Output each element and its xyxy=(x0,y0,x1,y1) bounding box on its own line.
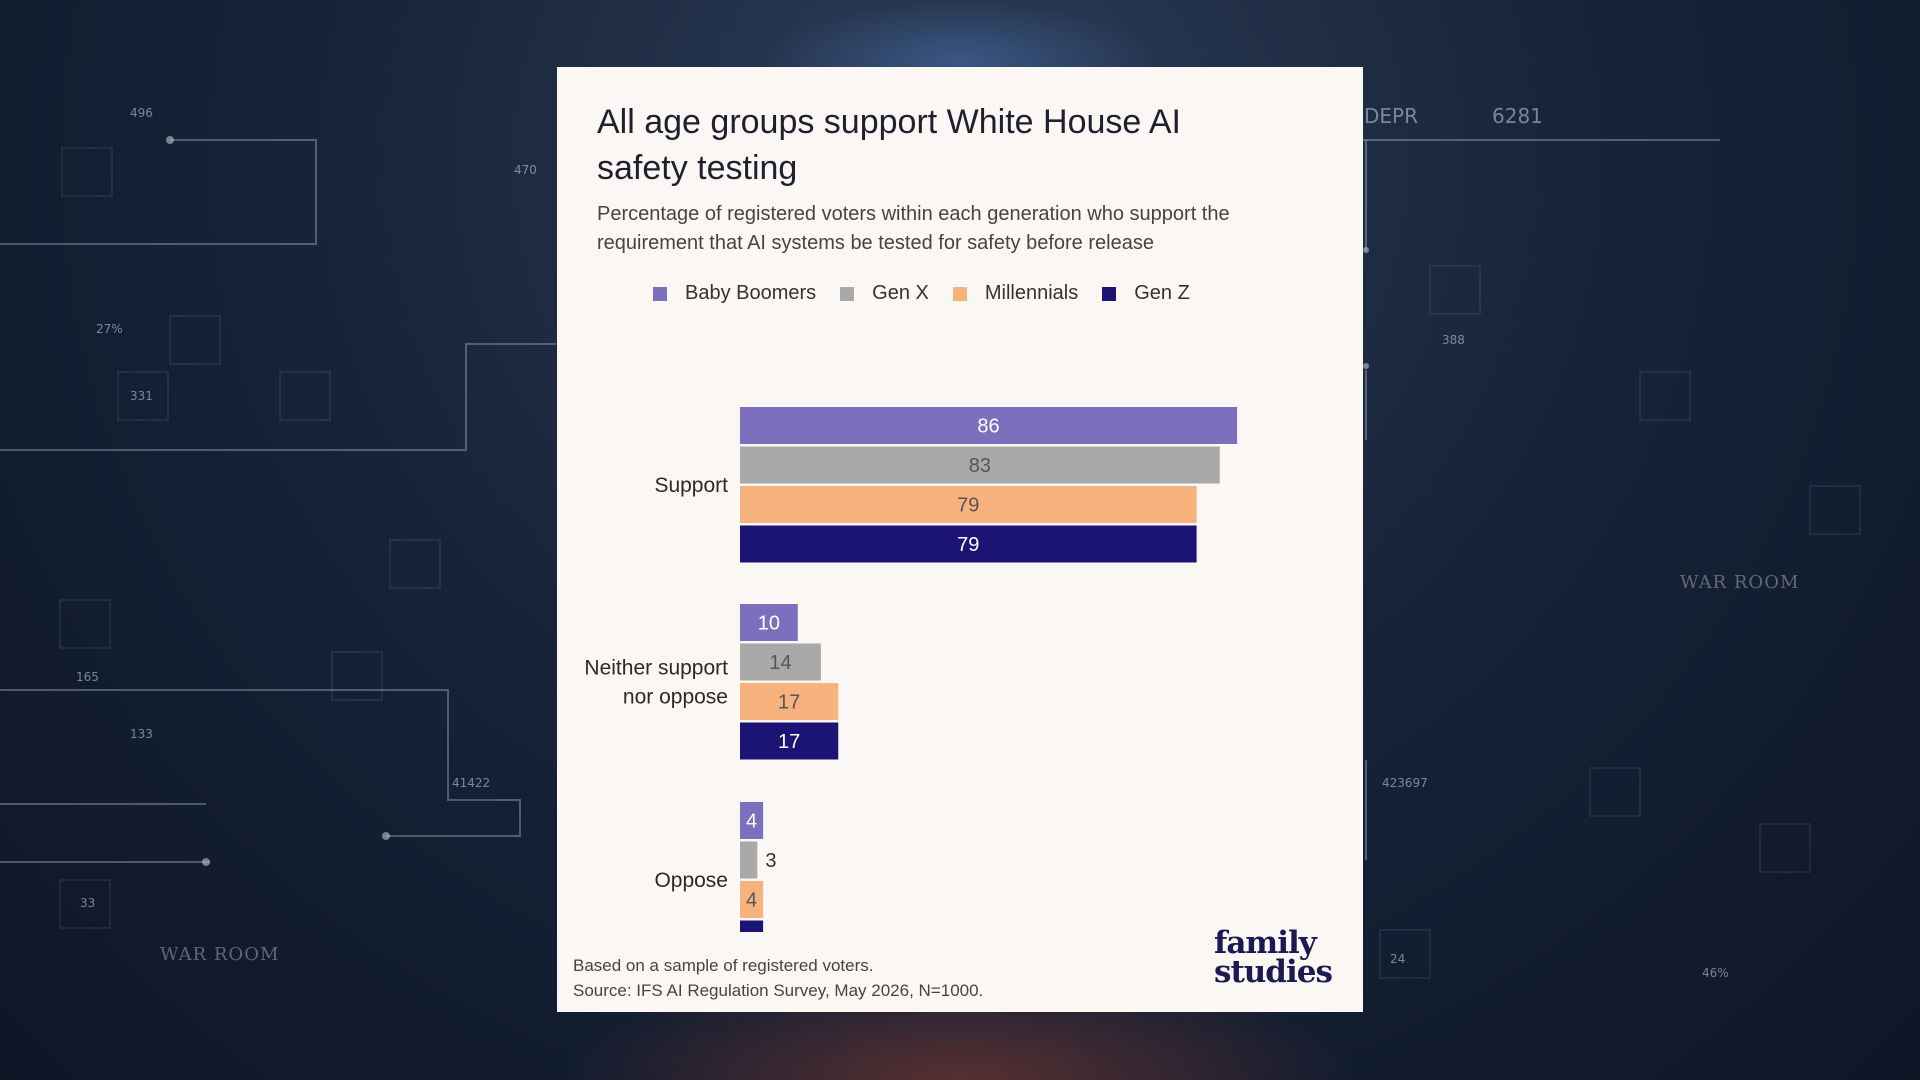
bar-oppose-gen-x xyxy=(740,841,758,879)
chart-plot: Support 86 83 79 79 Neither support nor oppose… xyxy=(584,407,1238,932)
bar-oppose-millennials xyxy=(740,881,764,918)
data-label: 4 xyxy=(746,929,757,932)
background-number: 33 xyxy=(80,896,96,910)
chart-footnote: Based on a sample of registered voters. … xyxy=(573,953,983,1003)
footnote-sample: Based on a sample of registered voters. xyxy=(573,956,874,975)
background-number: 41422 xyxy=(452,776,491,790)
bar-support-gen-z xyxy=(740,525,1197,563)
background-number: 470 xyxy=(514,163,537,177)
background-number: 496 xyxy=(130,106,153,120)
chart-subtitle: Percentage of registered voters within e… xyxy=(597,203,1230,254)
footnote-source: Source: IFS AI Regulation Survey, May 20… xyxy=(573,981,984,1000)
background-number: 24 xyxy=(1390,952,1406,966)
category-label-oppose: Oppose xyxy=(654,869,728,892)
category-label-neither: nor oppose xyxy=(623,685,728,708)
legend-label: Gen X xyxy=(872,282,929,304)
background-number: 388 xyxy=(1442,333,1465,347)
watermark-logo-left: WAR ROOM xyxy=(160,944,280,965)
background-header-code: DEPR xyxy=(1364,104,1418,128)
legend-swatch xyxy=(653,286,667,301)
background-number: 27% xyxy=(96,322,123,336)
legend-label: Millennials xyxy=(984,282,1079,304)
bar-neither-baby-boomers xyxy=(740,604,798,641)
legend-item-baby-boomers: Baby Boomers xyxy=(653,282,816,305)
data-label: 83 xyxy=(969,455,991,477)
data-label: 10 xyxy=(758,613,780,635)
bar-oppose-gen-z xyxy=(740,920,764,932)
bar-oppose-baby-boomers xyxy=(740,802,764,839)
category-label-neither: Neither support xyxy=(584,656,728,679)
legend-swatch xyxy=(840,286,855,301)
background-number: 331 xyxy=(130,389,153,403)
watermark-logo-right: WAR ROOM xyxy=(1680,572,1800,593)
bar-support-baby-boomers xyxy=(740,407,1238,444)
data-label: 79 xyxy=(957,534,979,556)
data-label: 4 xyxy=(746,890,757,912)
chart-card: All age groups support White House AI sa… xyxy=(557,67,1363,1012)
background-number: 46% xyxy=(1702,966,1729,980)
data-label: 17 xyxy=(778,692,800,714)
data-label: 79 xyxy=(957,495,979,517)
background-header-number: 6281 xyxy=(1492,104,1543,128)
legend-label: Gen Z xyxy=(1134,282,1190,304)
bar-neither-gen-x xyxy=(740,643,821,681)
legend-item-gen-x: Gen X xyxy=(840,282,929,305)
data-label: 17 xyxy=(778,731,800,753)
category-label-support: Support xyxy=(654,474,728,497)
legend-label: Baby Boomers xyxy=(685,282,817,304)
background-number: 423697 xyxy=(1382,776,1428,790)
bar-neither-gen-z xyxy=(740,722,839,760)
family-studies-logo: family studies xyxy=(1214,925,1354,990)
chart-title: All age groups support White House AI sa… xyxy=(597,103,1181,187)
logo-line-2: studies xyxy=(1214,954,1333,990)
data-label: 4 xyxy=(746,811,757,833)
background-number: 165 xyxy=(76,670,99,684)
data-label: 14 xyxy=(769,652,791,674)
legend-item-gen-z: Gen Z xyxy=(1102,282,1190,305)
background-number: 133 xyxy=(130,727,153,741)
bar-neither-millennials xyxy=(740,683,839,720)
legend-swatch xyxy=(1102,286,1117,301)
chart-legend: Baby Boomers Gen X Millennials Gen Z xyxy=(653,282,1214,305)
data-label: 86 xyxy=(977,416,999,438)
data-label: 3 xyxy=(765,850,776,872)
bar-support-gen-x xyxy=(740,446,1220,484)
bar-support-millennials xyxy=(740,486,1197,523)
legend-swatch xyxy=(952,286,967,301)
legend-item-millennials: Millennials xyxy=(952,282,1079,305)
logo-line-1: family xyxy=(1214,925,1317,961)
